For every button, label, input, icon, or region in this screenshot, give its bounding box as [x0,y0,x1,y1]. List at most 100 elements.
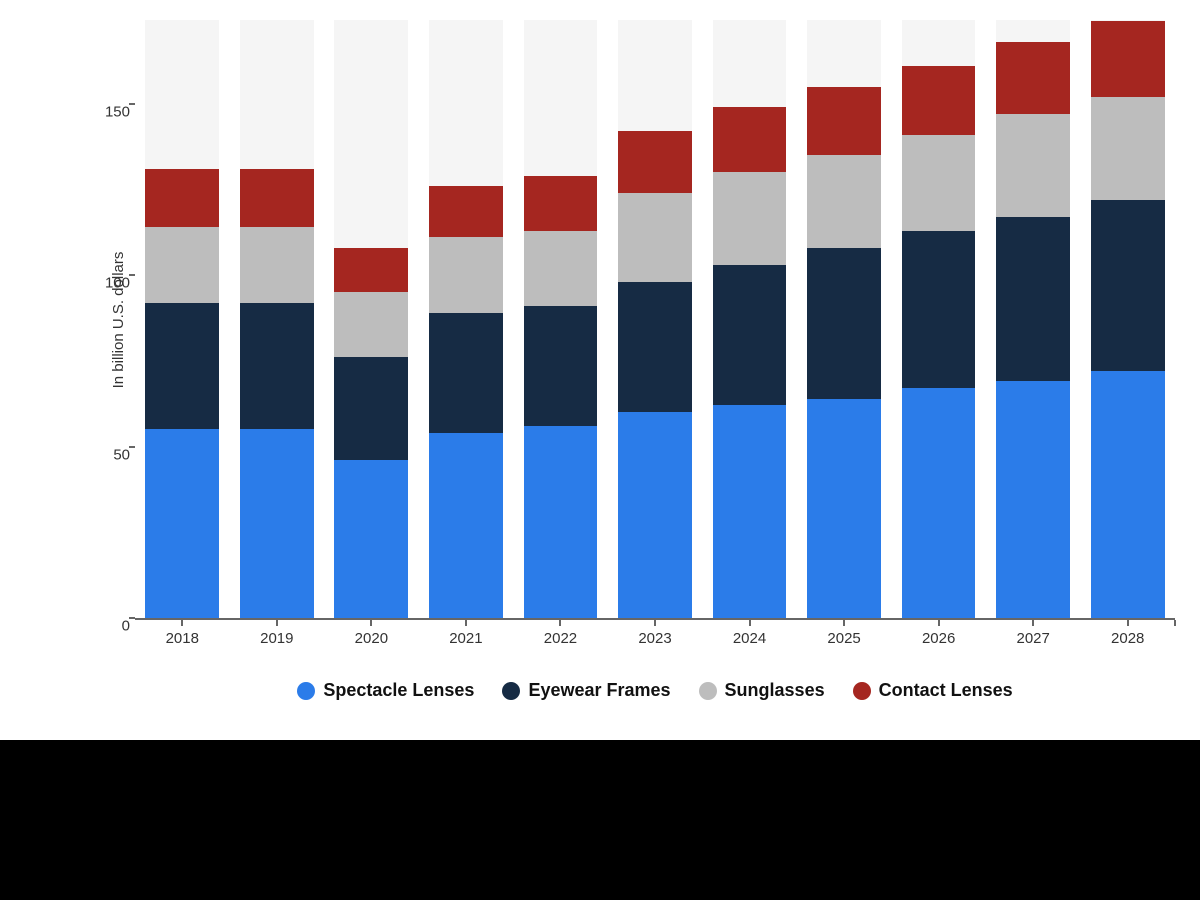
bar-segment [996,217,1070,382]
legend-item: Sunglasses [699,680,825,701]
bar-group [713,107,787,618]
bar-segment [902,66,976,135]
bar-segment [618,282,692,412]
x-tick-label: 2020 [355,630,388,647]
bar-segment [240,227,314,302]
legend-item: Eyewear Frames [502,680,670,701]
y-tick-label: 150 [100,103,130,120]
bar-group [429,186,503,618]
bar-segment [807,399,881,618]
bar-segment [713,265,787,406]
x-tick-mark [654,620,656,626]
bar-segment [902,231,976,389]
bar-segment [334,292,408,357]
bar-segment [618,412,692,618]
x-tick-mark [749,620,751,626]
y-axis-label: In billion U.S. dollars [110,252,127,389]
x-tick-label: 2025 [827,630,860,647]
legend-label: Eyewear Frames [528,680,670,701]
x-tick-mark [465,620,467,626]
y-tick-label: 100 [100,275,130,292]
x-tick-label: 2018 [166,630,199,647]
bar-segment [1091,200,1165,371]
bar-segment [996,114,1070,217]
x-tick-label: 2024 [733,630,766,647]
y-tick-label: 50 [100,446,130,463]
bar-segment [334,460,408,618]
x-tick-mark [559,620,561,626]
bar-segment [713,405,787,618]
x-tick-label: 2021 [449,630,482,647]
bar-segment [240,303,314,430]
legend: Spectacle Lenses Eyewear Frames Sunglasses… [135,680,1175,701]
x-tick-mark [370,620,372,626]
x-tick-mark [181,620,183,626]
bar-segment [618,131,692,193]
legend-marker [502,682,520,700]
x-tick-label: 2019 [260,630,293,647]
bar-group [807,87,881,618]
x-tick-mark [1127,620,1129,626]
y-tick-label: 0 [100,618,130,635]
plot-area: 050100150 [135,20,1175,620]
legend-label: Spectacle Lenses [323,680,474,701]
bar-segment [145,303,219,430]
legend-marker [853,682,871,700]
bar-segment [524,426,598,618]
legend-marker [699,682,717,700]
x-tick-mark [938,620,940,626]
bar-group [145,169,219,618]
bar-segment [145,227,219,302]
bar-segment [429,433,503,618]
bar-segment [996,381,1070,618]
legend-item: Spectacle Lenses [297,680,474,701]
footer-black-bar [0,740,1200,900]
bar-segment [334,357,408,460]
bar-group [240,169,314,618]
x-tick-label: 2027 [1016,630,1049,647]
bar-group [618,131,692,618]
x-tick-mark [276,620,278,626]
bar-segment [1091,371,1165,618]
x-tick-label: 2022 [544,630,577,647]
bar-segment [524,176,598,231]
bar-segment [145,169,219,227]
legend-label: Contact Lenses [879,680,1013,701]
x-tick-mark [1174,620,1176,626]
y-tick-mark [129,274,135,276]
bar-segment [902,135,976,231]
bar-segment [240,169,314,227]
bar-group [524,176,598,618]
bar-segment [902,388,976,618]
y-tick-mark [129,446,135,448]
bar-segment [429,186,503,237]
bar-segment [240,429,314,618]
bar-segment [618,193,692,282]
x-tick-label: 2028 [1111,630,1144,647]
bar-segment [145,429,219,618]
bar-segment [713,172,787,265]
bar-segment [713,107,787,172]
bar-segment [1091,97,1165,200]
chart-container: In billion U.S. dollars 050100150 Specta… [40,20,1180,740]
bar-segment [807,87,881,156]
bar-segment [807,248,881,399]
x-tick-label: 2026 [922,630,955,647]
bar-segment [996,42,1070,114]
legend-label: Sunglasses [725,680,825,701]
bar-group [334,248,408,618]
y-tick-mark [129,617,135,619]
bar-segment [1091,21,1165,96]
bar-segment [334,248,408,293]
bar-group [996,42,1070,618]
legend-marker [297,682,315,700]
bar-group [1091,21,1165,618]
bar-segment [429,313,503,433]
bar-group [902,66,976,618]
y-tick-mark [129,103,135,105]
bar-segment [524,231,598,306]
x-tick-mark [1032,620,1034,626]
x-tick-label: 2023 [638,630,671,647]
bar-segment [429,237,503,312]
legend-item: Contact Lenses [853,680,1013,701]
